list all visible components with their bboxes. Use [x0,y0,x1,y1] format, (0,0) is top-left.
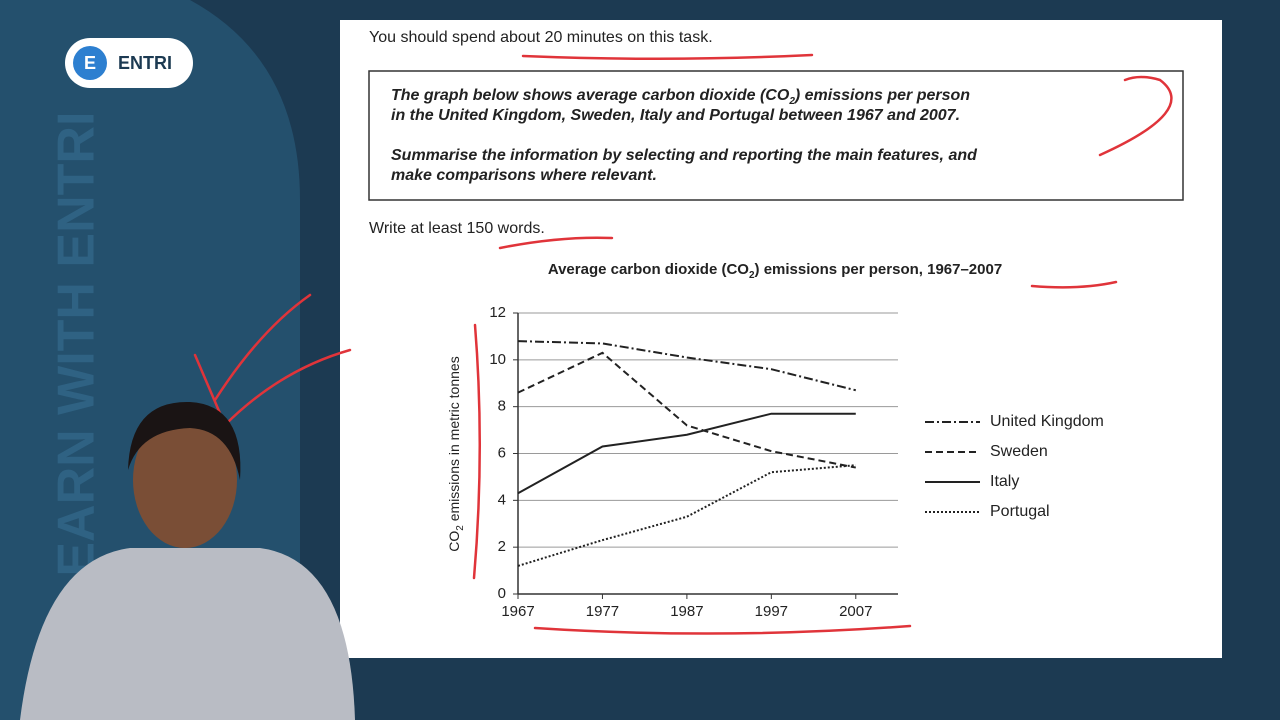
legend-label: Sweden [990,443,1048,460]
text-part: 2 [455,525,466,531]
y-tick-label: 12 [489,304,506,321]
presenter-head [133,412,237,548]
series-line [517,340,857,392]
x-tick-label: 1997 [755,603,788,620]
annotation [472,323,481,580]
annotation [1098,75,1173,157]
side-text: LEARN WITH ENTRI [48,112,106,609]
prompt-line: The graph below shows average carbon dio… [391,87,970,107]
chart: Average carbon dioxide (CO2) emissions p… [446,261,1104,620]
word-note: Write at least 150 words. [369,220,545,237]
legend-label: Italy [990,473,1019,490]
logo-icon [73,46,107,80]
y-tick-label: 2 [498,538,506,555]
legend-label: Portugal [990,503,1050,520]
text-part: 2 [749,270,755,281]
logo-icon-letter: E [84,53,96,73]
time-note: You should spend about 20 minutes on thi… [369,29,713,46]
y-tick-label: 8 [498,398,506,415]
text-part: CO [446,531,462,552]
prompt-line: Summarise the information by selecting a… [391,147,978,164]
x-tick-label: 1977 [586,603,619,620]
text-part: ) emissions per person, 1967–2007 [755,261,1003,278]
y-tick-label: 10 [489,351,506,368]
logo-text: ENTRI [118,53,172,73]
x-tick-label: 1987 [670,603,703,620]
document [340,20,1222,658]
series-line [517,351,856,469]
prompt-line: make comparisons where relevant. [391,167,657,184]
chart-title: Average carbon dioxide (CO2) emissions p… [548,261,1002,281]
annotation [533,624,912,635]
prompt: The graph below shows average carbon dio… [391,87,978,184]
presenter-hair [128,401,241,480]
prompt-line: in the United Kingdom, Sweden, Italy and… [391,107,960,124]
side-panel [0,0,300,720]
annotations [193,53,1173,635]
annotation [1030,280,1118,289]
y-tick-label: 4 [498,491,506,508]
y-tick-label: 6 [498,444,506,461]
text-part: make comparisons where relevant. [391,167,657,184]
annotation [498,236,614,250]
x-tick-label: 1967 [501,603,534,620]
text-part: in the United Kingdom, Sweden, Italy and… [391,107,960,124]
presenter-body [20,548,355,720]
legend-label: United Kingdom [990,413,1104,430]
y-axis-label: CO2 emissions in metric tonnes [446,356,466,551]
text-part: The graph below shows average carbon dio… [391,87,790,104]
x-tick-label: 2007 [839,603,872,620]
text-part: Summarise the information by selecting a… [391,147,978,164]
prompt-box [368,70,1184,201]
text-part: Average carbon dioxide (CO [548,261,749,278]
series-line [517,412,856,495]
presenter [20,401,355,720]
y-tick-label: 0 [498,585,506,602]
annotation [521,53,814,61]
text-part: ) emissions per person [793,87,970,104]
text-part: emissions in metric tonnes [446,356,462,525]
text-part: 2 [788,96,795,107]
